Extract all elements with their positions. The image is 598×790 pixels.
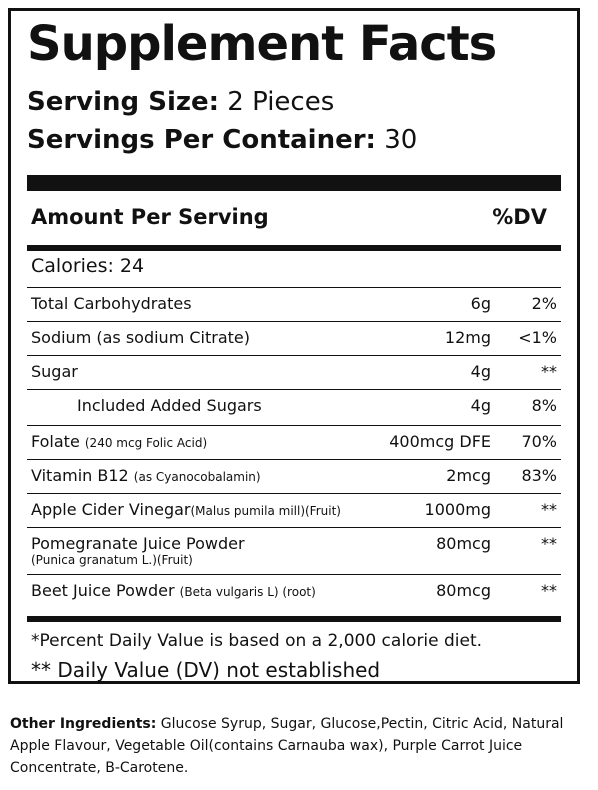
- nutrient-subtext: (Punica granatum L.)(Fruit): [31, 553, 193, 567]
- footnote-dv-not-established: ** Daily Value (DV) not established: [31, 658, 381, 682]
- nutrient-row: Included Added Sugars 4g 8%: [27, 389, 561, 425]
- nutrient-name-text: Pomegranate Juice Powder: [31, 534, 245, 553]
- amount-header: Amount Per Serving: [31, 205, 269, 229]
- nutrient-name-text: Vitamin B12: [31, 466, 134, 485]
- nutrient-dv: **: [541, 500, 557, 519]
- medium-divider: [27, 245, 561, 251]
- other-ingredients-text: Glucose Syrup, Sugar, Glucose,Pectin, Ci…: [10, 716, 564, 776]
- nutrient-name-text: Sugar: [31, 362, 78, 381]
- footnote-percent-dv: *Percent Daily Value is based on a 2,000…: [31, 631, 483, 651]
- nutrient-row: Sodium (as sodium Citrate) 12mg <1%: [27, 321, 561, 355]
- servings-value: 30: [375, 125, 418, 155]
- nutrient-row: Vitamin B12 (as Cyanocobalamin) 2mcg 83%: [27, 459, 561, 493]
- servings-per-container: Servings Per Container: 30: [27, 125, 417, 155]
- nutrient-name: Beet Juice Powder (Beta vulgaris L) (roo…: [31, 581, 316, 600]
- nutrient-row: Sugar 4g **: [27, 355, 561, 389]
- nutrient-name-text: Sodium (as sodium Citrate): [31, 328, 250, 347]
- nutrient-amount: 4g: [470, 362, 491, 381]
- nutrient-dv: 83%: [521, 466, 557, 485]
- nutrient-name-text: Included Added Sugars: [77, 396, 262, 415]
- nutrient-dv: **: [541, 534, 557, 553]
- nutrient-detail: (240 mcg Folic Acid): [84, 436, 208, 450]
- nutrient-name: Pomegranate Juice Powder: [31, 534, 245, 553]
- bottom-divider: [27, 616, 561, 622]
- calories: Calories: 24: [31, 255, 145, 277]
- nutrient-amount: 1000mg: [424, 500, 491, 519]
- dv-header: %DV: [492, 205, 547, 229]
- other-ingredients-label: Other Ingredients:: [10, 716, 157, 732]
- nutrient-row: Pomegranate Juice Powder (Punica granatum…: [27, 527, 561, 574]
- servings-label: Servings Per Container:: [27, 125, 376, 155]
- nutrient-amount: 6g: [470, 294, 491, 313]
- nutrient-row: Total Carbohydrates 6g 2%: [27, 287, 561, 321]
- nutrient-row: Beet Juice Powder (Beta vulgaris L) (roo…: [27, 574, 561, 608]
- nutrient-dv: <1%: [518, 328, 557, 347]
- supplement-facts-panel: Supplement Facts Serving Size: 2 Pieces …: [8, 8, 580, 684]
- nutrient-name-text: Folate: [31, 432, 85, 451]
- nutrient-amount: 80mcg: [436, 534, 491, 553]
- nutrient-name-text: Apple Cider Vinegar: [31, 500, 191, 519]
- nutrient-name-text: Total Carbohydrates: [31, 294, 192, 313]
- nutrient-detail: (as Cyanocobalamin): [133, 470, 261, 484]
- nutrient-detail: (Beta vulgaris L) (root): [179, 585, 316, 599]
- nutrient-amount: 12mg: [444, 328, 491, 347]
- nutrient-name-text: Beet Juice Powder: [31, 581, 180, 600]
- serving-size-value: 2 Pieces: [219, 87, 335, 117]
- nutrient-amount: 400mcg DFE: [389, 432, 491, 451]
- nutrient-name: Total Carbohydrates: [31, 294, 192, 313]
- nutrient-name: Apple Cider Vinegar(Malus pumila mill)(F…: [31, 500, 341, 519]
- nutrient-dv: **: [541, 362, 557, 381]
- other-ingredients: Other Ingredients: Glucose Syrup, Sugar,…: [10, 713, 590, 779]
- nutrient-name: Sugar: [31, 362, 78, 381]
- thick-divider: [27, 175, 561, 191]
- nutrient-row: Folate (240 mcg Folic Acid) 400mcg DFE 70%: [27, 425, 561, 459]
- serving-size-label: Serving Size:: [27, 87, 220, 117]
- nutrient-detail: (Malus pumila mill)(Fruit): [190, 504, 341, 518]
- nutrient-dv: **: [541, 581, 557, 600]
- nutrient-name: Sodium (as sodium Citrate): [31, 328, 250, 347]
- nutrient-row: Apple Cider Vinegar(Malus pumila mill)(F…: [27, 493, 561, 527]
- nutrient-name: Vitamin B12 (as Cyanocobalamin): [31, 466, 261, 485]
- nutrient-name: Folate (240 mcg Folic Acid): [31, 432, 207, 451]
- nutrient-amount: 80mcg: [436, 581, 491, 600]
- nutrient-dv: 70%: [521, 432, 557, 451]
- nutrient-dv: 2%: [531, 294, 557, 313]
- panel-title: Supplement Facts: [27, 16, 497, 72]
- nutrient-dv: 8%: [531, 396, 557, 415]
- serving-size: Serving Size: 2 Pieces: [27, 87, 334, 117]
- nutrient-amount: 4g: [470, 396, 491, 415]
- nutrient-name: Included Added Sugars: [77, 396, 262, 415]
- amount-header-row: Amount Per Serving %DV: [27, 205, 561, 235]
- nutrient-rows: Total Carbohydrates 6g 2% Sodium (as sodium…: [27, 287, 561, 608]
- nutrient-amount: 2mcg: [446, 466, 491, 485]
